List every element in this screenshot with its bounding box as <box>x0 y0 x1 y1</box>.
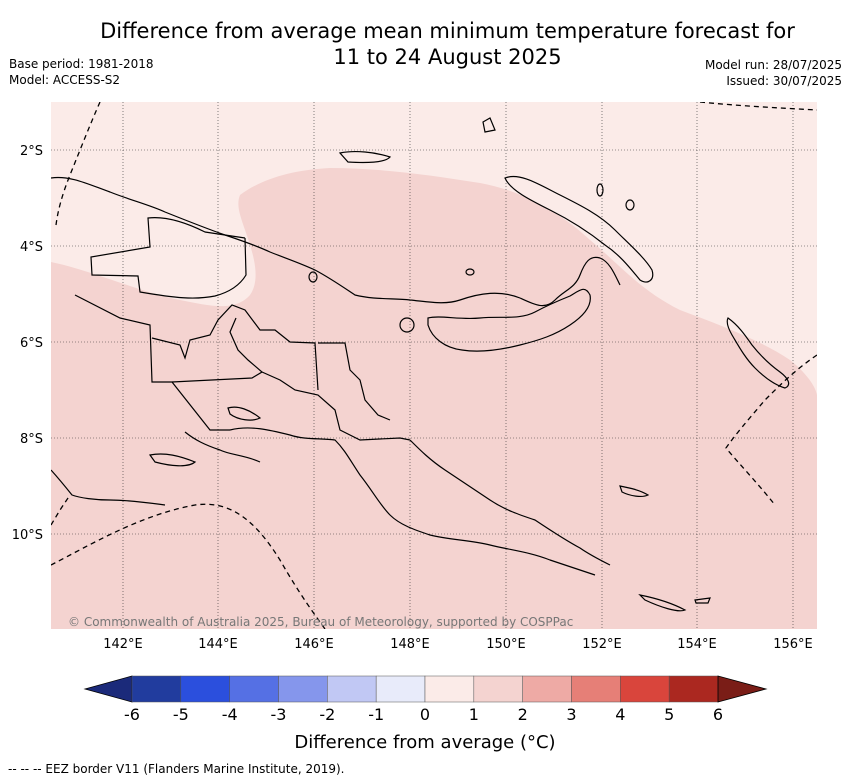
lat-label: 10°S <box>12 528 43 543</box>
model-name: Model: ACCESS-S2 <box>9 73 121 87</box>
lon-label: 150°E <box>486 637 526 652</box>
colorbar-swatch <box>620 675 670 703</box>
meta-right: Model run: 28/07/2025 Issued: 30/07/2025 <box>705 57 842 89</box>
colorbar-swatch <box>424 675 475 703</box>
meta-left: Base period: 1981-2018 Model: ACCESS-S2 <box>9 56 154 88</box>
colorbar-tick-label: -1 <box>368 705 384 724</box>
colorbar-tick-label: 1 <box>469 705 479 724</box>
colorbar-swatch <box>522 675 572 703</box>
colorbar-tick-label: -2 <box>319 705 335 724</box>
model-run: Model run: 28/07/2025 <box>704 58 842 72</box>
lon-label: 146°E <box>294 637 334 652</box>
colorbar-swatch <box>180 675 230 703</box>
colorbar-swatch <box>278 675 328 703</box>
colorbar-swatch <box>131 675 182 703</box>
colorbar-tick-labels: -6 -5 -4 -3 -2 -1 0 1 2 3 4 5 6 <box>124 705 723 724</box>
lon-label: 148°E <box>390 637 430 652</box>
colorbar-under-triangle <box>83 675 133 703</box>
map-panel <box>51 102 817 629</box>
lat-label: 4°S <box>20 240 43 255</box>
colorbar-tick-label: 3 <box>566 705 576 724</box>
lon-label: 142°E <box>103 637 143 652</box>
lon-label: 152°E <box>582 637 622 652</box>
graticule <box>51 102 817 629</box>
colorbar-title: Difference from average (°C) <box>294 732 556 753</box>
lat-label: 8°S <box>20 432 43 447</box>
title-line-2: 11 to 24 August 2025 <box>333 45 562 69</box>
colorbar-tick-label: 6 <box>713 705 723 724</box>
lon-label: 144°E <box>198 637 238 652</box>
base-period: Base period: 1981-2018 <box>9 57 154 71</box>
colorbar-tick-label: 5 <box>664 705 674 724</box>
colorbar-swatch <box>375 675 426 703</box>
eez-borders <box>51 102 817 629</box>
colorbar-swatch <box>473 675 523 703</box>
colorbar-tick-label: 2 <box>518 705 528 724</box>
colorbar-swatch <box>571 675 621 703</box>
lon-label: 154°E <box>677 637 717 652</box>
lon-label: 156°E <box>773 637 813 652</box>
colorbar-tick-label: -4 <box>222 705 238 724</box>
anomaly-1-2-region <box>51 168 817 629</box>
colorbar-over-triangle <box>717 675 768 703</box>
lat-label: 2°S <box>20 144 43 159</box>
colorbar-tick-label: 4 <box>615 705 625 724</box>
issued-date: Issued: 30/07/2025 <box>726 74 842 88</box>
page-title: Difference from average mean minimum tem… <box>90 18 805 70</box>
colorbar-tick-label: -3 <box>271 705 287 724</box>
colorbar-swatch <box>327 675 377 703</box>
colorbar: -6 -5 -4 -3 -2 -1 0 1 2 3 4 5 6 <box>83 675 768 724</box>
coastlines <box>51 117 790 612</box>
longitude-labels: 142°E 144°E 146°E 148°E 150°E 152°E 154°… <box>103 637 813 652</box>
latitude-labels: 2°S 4°S 6°S 8°S 10°S <box>12 144 43 543</box>
colorbar-tick-label: -5 <box>173 705 189 724</box>
lat-label: 6°S <box>20 336 43 351</box>
copyright-text: © Commonwealth of Australia 2025, Bureau… <box>68 615 573 629</box>
colorbar-swatch <box>668 675 719 703</box>
colorbar-swatch <box>229 675 279 703</box>
colorbar-swatches <box>131 675 719 703</box>
title-line-1: Difference from average mean minimum tem… <box>100 19 795 43</box>
colorbar-tick-label: 0 <box>420 705 430 724</box>
colorbar-tick-label: -6 <box>124 705 140 724</box>
footer-note: -- -- -- EEZ border V11 (Flanders Marine… <box>8 762 345 776</box>
